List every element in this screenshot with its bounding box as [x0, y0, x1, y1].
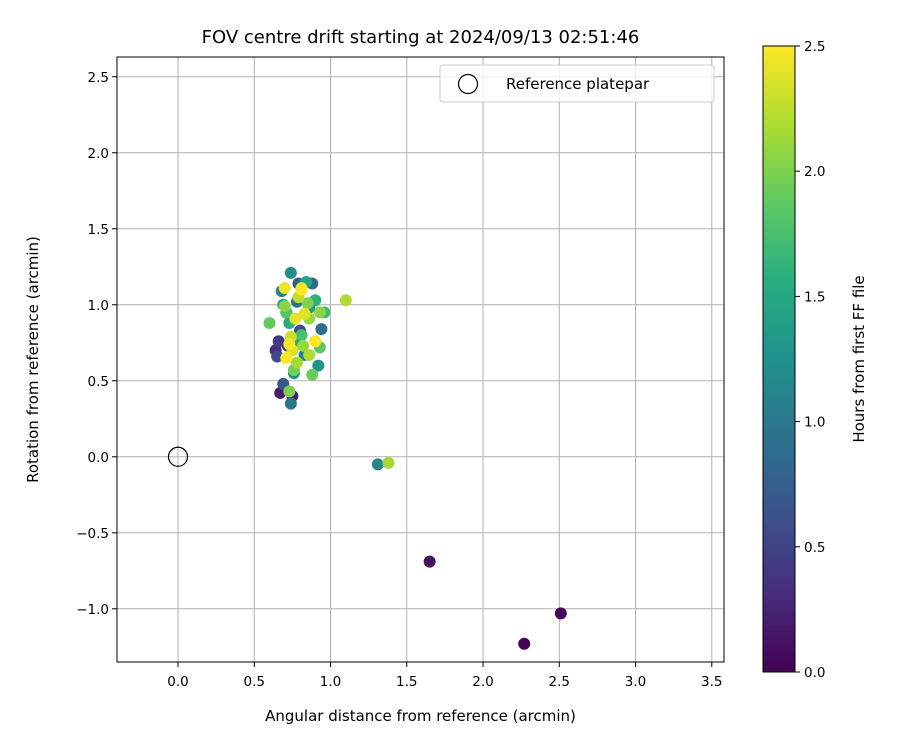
colorbar-tick-label: 1.0: [804, 415, 825, 431]
x-tick-label: 0.0: [167, 674, 188, 690]
x-axis-ticks: 0.0 0.5 1.0 1.5 2.0 2.5 3.0 3.5: [167, 662, 723, 690]
legend: Reference platepar: [439, 64, 715, 103]
data-point: [295, 329, 308, 342]
x-tick-label: 2.0: [472, 674, 493, 690]
y-tick-label: 1.0: [88, 298, 109, 314]
colorbar-ticks: 0.0 0.5 1.0 1.5 2.0 2.5: [795, 39, 825, 681]
data-point: [312, 359, 325, 372]
legend-label-reference: Reference platepar: [506, 75, 650, 93]
data-point: [278, 282, 291, 295]
data-point: [289, 312, 302, 325]
y-tick-label: 2.0: [88, 146, 109, 162]
data-point: [554, 607, 567, 620]
data-point: [271, 350, 284, 363]
y-tick-label: −1.0: [76, 602, 109, 618]
data-point: [309, 335, 322, 348]
plot-frame: [116, 56, 725, 663]
data-point: [382, 456, 395, 469]
x-tick-label: 0.5: [244, 674, 265, 690]
data-point: [306, 368, 319, 381]
data-point: [295, 283, 308, 296]
data-point: [290, 356, 303, 369]
y-tick-label: 0.5: [88, 374, 109, 390]
data-point: [339, 294, 352, 307]
y-tick-label: −0.5: [76, 526, 109, 542]
data-point: [274, 386, 287, 399]
colorbar-tick-label: 0.5: [804, 540, 825, 556]
reference-marker-layer: [167, 446, 189, 467]
data-point: [278, 300, 291, 313]
y-axis-label: Rotation from reference (arcmin): [24, 236, 42, 483]
colorbar: 0.0 0.5 1.0 1.5 2.0 2.5 Hours from first FF f…: [762, 39, 868, 681]
colorbar-label: Hours from first FF file: [850, 275, 868, 442]
colorbar-tick-label: 2.0: [804, 164, 825, 180]
y-tick-label: 0.0: [88, 450, 109, 466]
colorbar-tick-label: 1.5: [804, 289, 825, 305]
data-point: [283, 338, 296, 351]
legend-reference-marker: [457, 73, 479, 95]
x-tick-label: 1.5: [396, 674, 417, 690]
data-point: [518, 637, 531, 650]
y-tick-label: 1.5: [88, 222, 109, 238]
reference-platepar-marker: [167, 446, 189, 467]
data-point: [301, 297, 314, 310]
data-point: [303, 348, 316, 361]
x-axis-label: Angular distance from reference (arcmin): [265, 707, 576, 725]
colorbar-tick-label: 0.0: [804, 665, 825, 681]
data-point: [297, 339, 310, 352]
data-point: [263, 317, 276, 330]
x-tick-label: 1.0: [320, 674, 341, 690]
data-point: [298, 307, 311, 320]
x-tick-label: 3.0: [625, 674, 646, 690]
legend-box: [439, 64, 715, 103]
data-point: [423, 555, 436, 568]
data-point: [284, 266, 297, 279]
y-tick-label: 2.5: [88, 70, 109, 86]
y-axis-ticks: −1.0 −0.5 0.0 0.5 1.0 1.5 2.0 2.5: [76, 70, 117, 618]
x-tick-label: 3.5: [701, 674, 722, 690]
data-point: [284, 397, 297, 410]
data-point: [313, 306, 326, 319]
grid-lines: [117, 57, 724, 662]
data-point: [272, 335, 285, 348]
data-points: [263, 266, 567, 650]
chart-title: FOV centre drift starting at 2024/09/13 …: [202, 27, 640, 48]
x-tick-label: 2.5: [549, 674, 570, 690]
colorbar-tick-label: 2.5: [804, 39, 825, 55]
data-point: [315, 323, 328, 336]
colorbar-gradient: [762, 45, 796, 673]
data-point: [280, 351, 293, 364]
data-point: [283, 385, 296, 398]
data-point: [371, 458, 384, 471]
